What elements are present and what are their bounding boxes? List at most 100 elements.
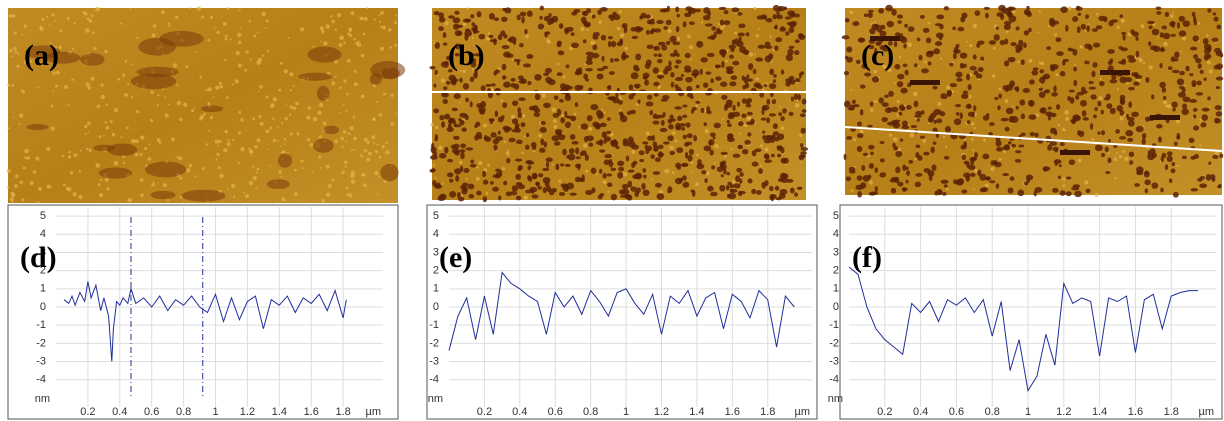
pore <box>742 84 747 90</box>
pore <box>973 105 977 112</box>
pore <box>710 34 716 41</box>
pore <box>973 70 979 76</box>
grain <box>918 65 921 68</box>
pore <box>797 33 804 39</box>
pore <box>501 75 507 80</box>
spot <box>80 53 105 66</box>
spot <box>93 144 116 152</box>
pore <box>674 64 679 69</box>
grain <box>967 94 972 99</box>
spot <box>201 105 224 113</box>
pore <box>707 185 714 192</box>
pore <box>1203 77 1207 81</box>
pore <box>1219 153 1224 159</box>
pore <box>1171 23 1175 28</box>
pore <box>607 40 612 48</box>
pore <box>1215 86 1221 90</box>
pore <box>1040 107 1047 114</box>
grain <box>209 115 214 120</box>
grain <box>140 193 144 198</box>
grain <box>300 27 305 32</box>
grain <box>887 68 892 73</box>
grain <box>7 127 10 130</box>
pore <box>728 54 734 59</box>
grain <box>270 105 274 108</box>
pore <box>1121 31 1127 35</box>
pore <box>1080 23 1087 30</box>
grain <box>388 28 392 32</box>
pore <box>516 14 521 21</box>
grain <box>249 58 252 61</box>
pore <box>642 189 650 196</box>
pore <box>1000 117 1009 122</box>
grain <box>201 167 205 170</box>
pore <box>785 54 793 62</box>
grain <box>898 55 902 59</box>
pore <box>1176 21 1180 29</box>
pore <box>746 74 750 78</box>
pore <box>619 38 624 43</box>
pore <box>682 134 687 140</box>
grain <box>378 175 381 178</box>
pore <box>1008 141 1012 145</box>
pore <box>800 147 809 151</box>
pore <box>870 151 874 156</box>
pore <box>530 142 537 148</box>
grain <box>1091 138 1095 141</box>
pore <box>711 26 717 31</box>
pore <box>606 173 613 177</box>
pore <box>886 20 894 28</box>
pore <box>564 163 571 167</box>
pore <box>702 14 711 21</box>
pore <box>597 194 603 200</box>
pore <box>653 145 659 152</box>
pore <box>645 29 650 35</box>
pore <box>1038 77 1046 84</box>
grain <box>139 178 144 182</box>
pore <box>918 54 923 61</box>
pore <box>776 145 783 149</box>
grain <box>907 42 912 48</box>
pore <box>1171 69 1180 74</box>
pore <box>570 115 577 122</box>
pore <box>895 150 903 158</box>
pore <box>863 13 869 18</box>
pore <box>905 170 911 176</box>
pore <box>800 151 807 155</box>
x-tick-label: 1.4 <box>689 406 704 418</box>
pore <box>571 11 578 16</box>
grain <box>279 145 282 148</box>
grain <box>73 153 78 158</box>
afm-image: (b) <box>429 4 809 203</box>
pore <box>977 169 982 177</box>
pore <box>1004 60 1010 67</box>
pore <box>1119 14 1124 19</box>
grain <box>339 86 342 89</box>
pore <box>943 155 950 160</box>
grain <box>970 122 975 126</box>
pore <box>785 81 791 87</box>
pore <box>904 23 909 28</box>
pore <box>1093 42 1101 48</box>
pore <box>526 161 535 165</box>
pore <box>956 77 963 82</box>
pore <box>735 175 741 183</box>
grain <box>1028 58 1033 63</box>
pore <box>1107 139 1111 143</box>
grain <box>149 118 154 123</box>
pore <box>631 35 638 40</box>
pore <box>592 44 598 51</box>
pore <box>1085 188 1091 194</box>
grain <box>353 136 357 141</box>
grain <box>1208 69 1213 74</box>
pore <box>893 40 898 48</box>
pore <box>995 146 1004 152</box>
x-tick-label: 0.6 <box>949 406 964 418</box>
pore <box>495 172 502 179</box>
pore <box>1176 78 1185 86</box>
grain <box>288 113 292 116</box>
pore <box>551 15 559 23</box>
grain <box>912 91 918 97</box>
pore <box>434 134 438 141</box>
pore <box>560 117 566 124</box>
